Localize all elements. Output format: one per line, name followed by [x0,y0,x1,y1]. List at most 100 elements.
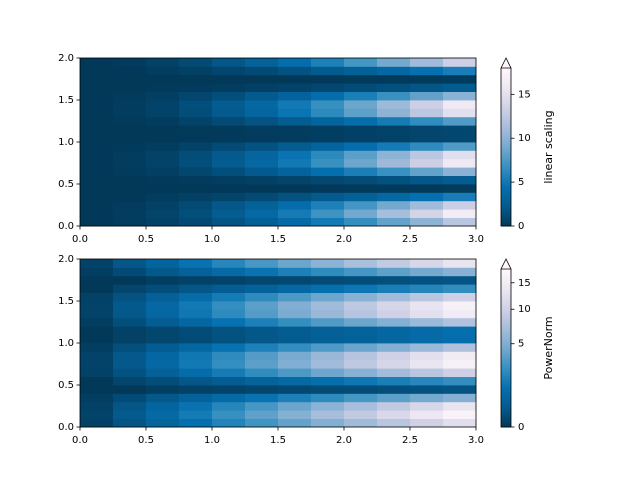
heatmap-cell [443,192,477,202]
heatmap-cell [245,359,279,369]
heatmap-cell [344,284,378,293]
heatmap-cell [80,100,114,109]
x-tick-label: 1.5 [270,234,286,245]
heatmap-cell [113,393,147,403]
heatmap-cell [80,184,114,193]
heatmap-cell [278,259,312,268]
heatmap-cell [179,125,213,134]
heatmap-cell [344,401,378,411]
heatmap-cell [377,359,411,369]
heatmap-cell [80,158,114,168]
heatmap-cell [443,158,477,168]
colorbar-strip [501,365,511,369]
colorbar-strip [501,310,511,313]
colorbar-strip [501,355,511,359]
colorbar-strip [501,274,511,278]
heatmap-cell [278,142,312,151]
heatmap-cell [443,259,477,268]
colorbar-strip [501,411,511,414]
heatmap-cell [344,309,378,319]
heatmap-cell [113,217,147,227]
heatmap-cell [311,359,345,369]
heatmap-cell [212,275,246,285]
colorbar-strip [501,107,511,110]
heatmap-cell [344,192,378,202]
heatmap-cell [179,184,213,193]
heatmap-cell [80,401,114,411]
heatmap-cell [410,351,444,361]
heatmap-cell [278,133,312,143]
heatmap-cell [311,292,345,302]
heatmap-cell [179,58,213,67]
heatmap-cell [146,116,180,126]
colorbar-strip [501,338,511,341]
colorbar-strip [501,190,511,193]
heatmap-cell [311,167,345,176]
heatmap-cell [212,292,246,302]
heatmap-cell [80,108,114,118]
heatmap-cell [80,334,114,344]
y-tick-label: 2.0 [58,254,74,265]
heatmap-cell [245,100,279,109]
heatmap-cell [80,275,114,285]
heatmap-cell [212,267,246,277]
heatmap-cell [410,58,444,67]
heatmap-cell [179,326,213,335]
x-tick-label: 0.0 [72,234,88,245]
colorbar-strip [501,397,511,400]
heatmap-cell [344,66,378,76]
heatmap-cell [245,150,279,160]
heatmap-cell [212,368,246,377]
heatmap-cell [245,209,279,218]
heatmap-cell [311,343,345,352]
colorbar [501,68,511,227]
heatmap-cell [179,376,213,386]
heatmap-cell [377,301,411,310]
heatmap-cell [344,158,378,168]
heatmap-cell [443,116,477,126]
heatmap-cell [212,142,246,151]
heatmap-cell [410,401,444,411]
colorbar-strip [501,401,511,404]
heatmap-cell [245,385,279,394]
colorbar-strip [501,212,511,215]
colorbar-strip [501,125,511,128]
heatmap-cell [278,393,312,403]
heatmap-cell [146,326,180,335]
heatmap-cell [377,317,411,327]
heatmap-cell [344,317,378,327]
heatmap-cell [443,292,477,302]
heatmap-cell [344,334,378,344]
colorbar-strip [501,316,511,319]
colorbar-strip [501,69,511,73]
heatmap-cell [245,326,279,335]
colorbar-strip [501,97,511,101]
colorbar-strip [501,214,511,217]
heatmap-cell [443,326,477,335]
heatmap-cell [179,317,213,327]
heatmap-cell [278,116,312,126]
heatmap-cell [278,192,312,202]
heatmap-cell [245,410,279,419]
heatmap [80,259,477,428]
heatmap-cell [311,376,345,386]
heatmap-cell [377,309,411,319]
heatmap-cell [377,284,411,293]
colorbar-tick-label: 15 [518,278,531,289]
heatmap-cell [311,58,345,67]
heatmap-cell [113,184,147,193]
heatmap-cell [80,368,114,377]
colorbar-strip [501,336,511,339]
heatmap-cell [443,410,477,419]
colorbar-strip [501,393,511,396]
heatmap-cell [443,209,477,218]
heatmap-cell [443,359,477,369]
colorbar-strip [501,121,511,124]
heatmap-cell [278,343,312,352]
heatmap-cell [443,167,477,176]
heatmap-cell [146,125,180,134]
colorbar-strip [501,282,511,286]
heatmap-cell [344,150,378,160]
heatmap-cell [113,326,147,335]
